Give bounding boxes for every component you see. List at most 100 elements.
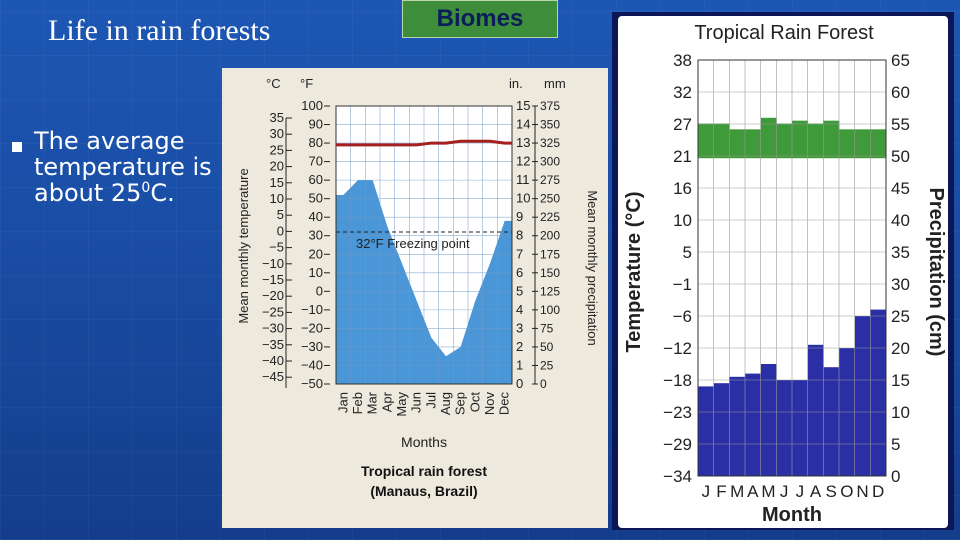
chart-title: Tropical Rain Forest [694,22,874,44]
degree-superscript: 0 [141,180,151,196]
celsius-tick-label: −20 [262,288,284,303]
bullet-suffix: C. [150,179,175,207]
mm-tick-label: 200 [540,229,560,243]
bullet-paragraph: The average temperature is about 250C. [34,128,224,206]
month-tick-label: May [394,392,409,417]
chart-title: Tropical rain forest [361,463,487,479]
mm-tick-label: 225 [540,210,560,224]
inch-tick-label: 6 [516,265,523,280]
mm-tick-label: 150 [540,266,560,280]
month-tick-label: Jul [423,392,438,409]
fahrenheit-tick-label: −30 [301,339,323,354]
precipitation-tick-label: 15 [891,371,910,390]
month-tick-label: A [810,482,822,501]
inch-tick-label: 9 [516,209,523,224]
temperature-line [336,139,512,147]
month-tick-label: J [702,482,711,501]
celsius-tick-label: −40 [262,353,284,368]
mm-unit: mm [544,76,566,91]
mm-tick-label: 75 [540,321,554,335]
precipitation-tick-label: 10 [891,403,910,422]
month-tick-label: Sep [453,392,468,415]
left-axis-title: Temperature (°C) [623,192,645,353]
mm-tick-label: 325 [540,136,560,150]
precipitation-tick-label: 55 [891,115,910,134]
precipitation-tick-label: 0 [891,467,900,486]
month-tick-label: Mar [365,391,380,414]
temperature-tick-label: −29 [663,435,692,454]
fahrenheit-tick-label: −40 [301,357,323,372]
precipitation-tick-label: 40 [891,211,910,230]
month-tick-label: D [872,482,884,501]
mm-tick-label: 375 [540,99,560,113]
celsius-tick-label: 30 [270,126,284,141]
mm-tick-label: 300 [540,155,560,169]
temperature-bar [745,129,762,159]
month-tick-label: Feb [350,392,365,414]
precipitation-bar [854,316,871,476]
inch-tick-label: 10 [516,191,530,206]
fahrenheit-tick-label: 10 [309,265,323,280]
temperature-bar [823,120,840,159]
plot-border [697,59,887,477]
month-tick-label: Jan [335,392,350,413]
month-tick-label: M [761,482,775,501]
precipitation-bar [807,344,824,476]
fahrenheit-tick-label: 70 [309,154,323,169]
temperature-tick-label: −6 [673,307,692,326]
month-tick-label: Nov [482,392,497,416]
x-axis-title: Months [401,434,447,450]
fahrenheit-tick-label: 60 [309,172,323,187]
precipitation-bar [713,383,730,476]
month-tick-label: J [780,482,789,501]
freezing-point-label: 32°F Freezing point [356,236,470,251]
inch-tick-label: 5 [516,283,523,298]
inch-tick-label: 15 [516,98,530,113]
mm-tick-label: 275 [540,173,560,187]
month-tick-label: S [825,482,836,501]
fahrenheit-tick-label: −10 [301,302,323,317]
biomes-badge: Biomes [402,0,558,38]
celsius-tick-label: 0 [277,223,284,238]
inch-tick-label: 0 [516,376,523,391]
inch-tick-label: 4 [516,302,523,317]
temperature-bar [807,123,824,159]
celsius-tick-label: 20 [270,159,284,174]
celsius-tick-label: −30 [262,321,284,336]
fahrenheit-tick-label: 20 [309,246,323,261]
celsius-tick-label: −5 [269,240,284,255]
precipitation-bar [760,364,777,476]
bullet-marker [12,142,22,152]
temperature-bar [729,129,746,159]
temperature-tick-label: 10 [673,211,692,230]
temperature-tick-label: −1 [673,275,692,294]
precipitation-tick-label: 30 [891,275,910,294]
fahrenheit-tick-label: 30 [309,228,323,243]
temperature-tick-label: −23 [663,403,692,422]
bullet-text: The average temperature is about 25 [34,127,212,207]
precipitation-bar [823,367,840,476]
fahrenheit-tick-label: 0 [316,283,323,298]
celsius-tick-label: −25 [262,304,284,319]
celsius-tick-label: 25 [270,142,284,157]
month-tick-label: N [856,482,868,501]
right-axis-title: Mean monthly precipitation [585,190,600,345]
temperature-tick-label: −12 [663,339,692,358]
precipitation-tick-label: 20 [891,339,910,358]
temperature-tick-label: 16 [673,179,692,198]
precipitation-tick-label: 65 [891,51,910,70]
left-axis-title: Mean monthly temperature [236,168,251,323]
precipitation-bar [776,380,793,476]
celsius-tick-label: 35 [270,110,284,125]
celsius-tick-label: −10 [262,256,284,271]
temperature-bar [698,123,715,159]
inch-tick-label: 7 [516,246,523,261]
fahrenheit-tick-label: −20 [301,320,323,335]
celsius-tick-label: −35 [262,337,284,352]
mm-tick-label: 250 [540,192,560,206]
inch-tick-label: 2 [516,339,523,354]
temperature-bar [760,117,777,159]
precipitation-bar [792,380,809,476]
mm-tick-label: 25 [540,358,554,372]
celsius-tick-label: −45 [262,369,284,384]
